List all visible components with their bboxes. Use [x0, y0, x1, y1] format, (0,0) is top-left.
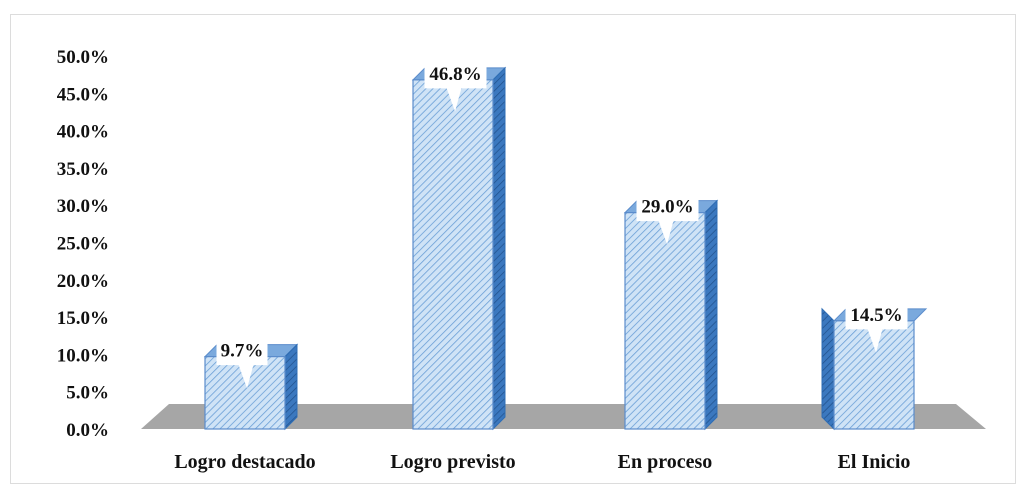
data-label-text: 29.0%	[641, 197, 693, 218]
y-tick-label: 45.0%	[57, 84, 109, 105]
chart-floor	[141, 404, 986, 429]
bar-side-face	[821, 307, 835, 431]
data-label-callout	[636, 192, 699, 245]
chart-frame: 0.0% 5.0% 10.0% 15.0% 20.0% 25.0% 30.0% 35.0% 40…	[10, 14, 1016, 484]
y-tick-label: 0.0%	[66, 420, 109, 441]
bar-side-face	[704, 199, 718, 431]
data-label-callout	[845, 300, 908, 353]
data-label: 9.7%	[216, 336, 268, 389]
data-label-callout	[216, 336, 268, 389]
x-category-label: Logro previsto	[390, 451, 515, 473]
bar	[623, 199, 719, 431]
y-tick-label: 20.0%	[57, 271, 109, 292]
data-label-callout	[424, 59, 487, 112]
bar-side-face	[284, 343, 298, 431]
y-tick-label: 15.0%	[57, 308, 109, 329]
x-category-label: En proceso	[618, 451, 713, 473]
y-tick-label: 35.0%	[57, 159, 109, 180]
bar-side-face	[492, 66, 506, 431]
data-label-text: 14.5%	[850, 305, 902, 326]
y-tick-label: 25.0%	[57, 234, 109, 255]
data-label-text: 9.7%	[221, 341, 264, 362]
y-tick-label: 40.0%	[57, 122, 109, 143]
y-tick-label: 50.0%	[57, 47, 109, 68]
x-category-label: El Inicio	[838, 451, 911, 473]
x-category-label: Logro destacado	[174, 451, 315, 473]
bar-front-face	[624, 212, 706, 430]
data-label-text: 46.8%	[429, 64, 481, 85]
data-label: 29.0%	[636, 192, 699, 245]
data-label: 14.5%	[845, 300, 908, 353]
data-label: 46.8%	[424, 59, 487, 112]
y-tick-label: 5.0%	[66, 383, 109, 404]
bar-front-face	[412, 79, 494, 430]
bar-chart: 0.0% 5.0% 10.0% 15.0% 20.0% 25.0% 30.0% 35.0% 40…	[57, 47, 986, 473]
y-tick-label: 10.0%	[57, 345, 109, 366]
bar	[411, 66, 507, 431]
y-tick-label: 30.0%	[57, 196, 109, 217]
